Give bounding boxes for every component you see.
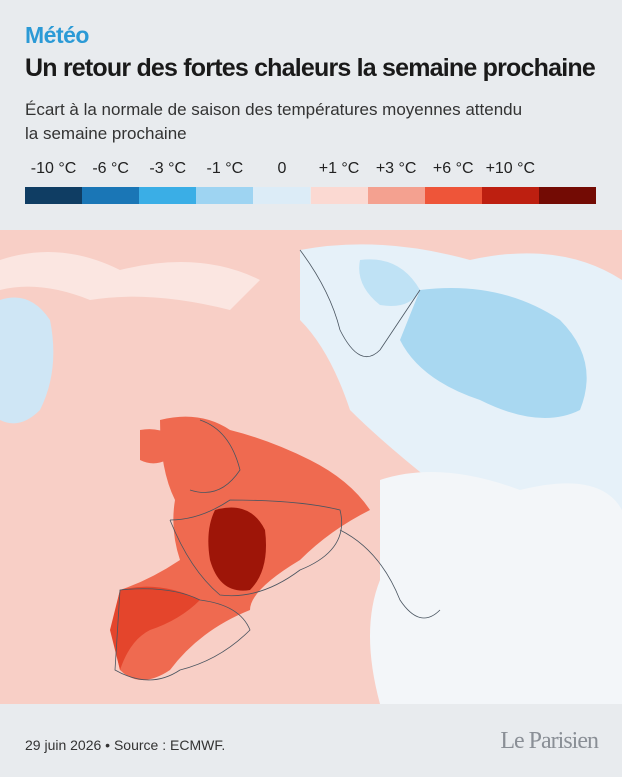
legend-swatch [139, 187, 197, 204]
map [0, 230, 622, 704]
legend-label: +6 °C [432, 160, 474, 177]
legend-swatch [25, 187, 83, 204]
legend-label: +3 °C [375, 160, 417, 177]
legend-item: -6 °C [82, 160, 140, 204]
legend-swatch [481, 187, 539, 204]
legend-swatch [367, 187, 425, 204]
borders [114, 249, 441, 681]
very-hot-zone [208, 507, 266, 591]
kicker: Météo [25, 22, 89, 48]
legend-swatch [538, 187, 596, 204]
cool-zone [400, 288, 587, 418]
legend-swatch [253, 187, 311, 204]
legend-item: -1 °C [196, 160, 254, 204]
legend-swatch [424, 187, 482, 204]
legend-label: -1 °C [206, 160, 244, 177]
legend-label: -10 °C [30, 160, 77, 177]
legend-label: 0 [277, 160, 287, 177]
cool-zone [359, 259, 420, 306]
cool-zone [0, 297, 54, 424]
legend-label: -6 °C [92, 160, 129, 177]
legend-item: 0 [253, 160, 311, 204]
subtitle: Écart à la normale de saison des tempéra… [25, 100, 523, 143]
neutral-zone [370, 472, 622, 704]
legend-label: +1 °C [318, 160, 360, 177]
logo: Le Parisien [500, 728, 599, 754]
legend: -10 °C -6 °C -3 °C -1 °C 0 +1 °C +3 °C +6 °C +10… [25, 160, 596, 206]
legend-item: -10 °C [25, 160, 83, 204]
legend-item [538, 160, 596, 204]
legend-item: +3 °C [367, 160, 425, 204]
legend-item: -3 °C [139, 160, 197, 204]
title: Un retour des fortes chaleurs la semaine… [25, 54, 596, 82]
hot-zone [140, 429, 180, 464]
legend-item: +1 °C [310, 160, 368, 204]
legend-item: +10 °C [481, 160, 539, 204]
mild-zone [0, 252, 260, 310]
legend-swatch [82, 187, 140, 204]
legend-label: +10 °C [485, 160, 536, 177]
legend-label [539, 160, 596, 182]
source: 29 juin 2026 • Source : ECMWF. [25, 737, 226, 753]
legend-item: +6 °C [424, 160, 482, 204]
hot-zone [110, 586, 200, 670]
legend-swatch [310, 187, 368, 204]
legend-swatch [196, 187, 254, 204]
legend-label: -3 °C [149, 160, 187, 177]
